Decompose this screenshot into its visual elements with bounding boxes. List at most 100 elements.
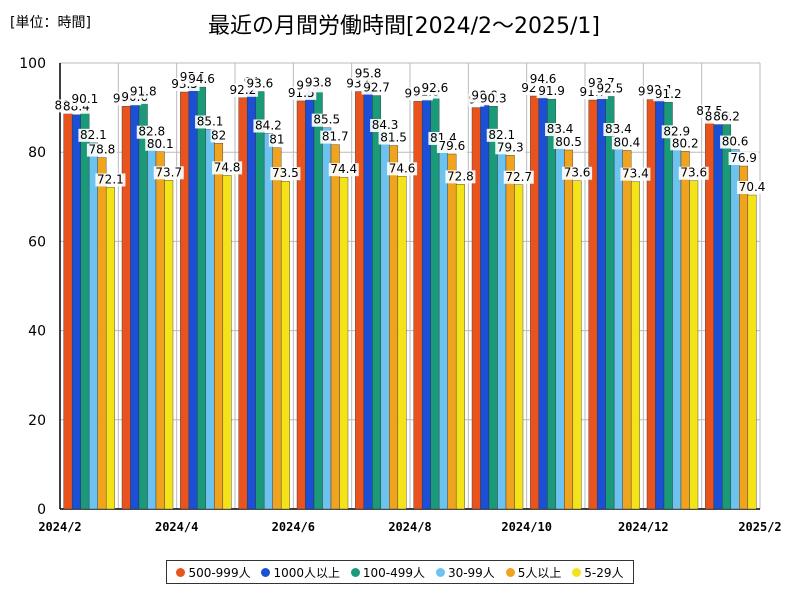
- bar: [530, 95, 540, 510]
- y-tick-label: 20: [28, 413, 46, 429]
- data-label-bg: [486, 128, 517, 142]
- data-label: 82.9: [663, 124, 690, 138]
- bar: [555, 136, 565, 510]
- data-label: 74.4: [330, 162, 357, 176]
- bar: [280, 180, 290, 510]
- data-label: 82.1: [80, 128, 107, 142]
- data-label: 73.4: [622, 167, 649, 181]
- data-label: 82.8: [138, 125, 165, 139]
- data-label: 91.9: [538, 84, 565, 98]
- data-label: 93.6: [247, 77, 274, 91]
- bar: [505, 155, 515, 510]
- data-label-bg: [378, 131, 409, 145]
- bar: [655, 98, 665, 510]
- x-tick-label: 2024/2: [38, 520, 81, 534]
- data-label: 84.2: [255, 118, 282, 132]
- legend-item: 100-499人: [350, 564, 426, 581]
- bar: [547, 98, 557, 510]
- data-label-bg: [370, 119, 401, 133]
- data-label-bg: [503, 170, 534, 184]
- legend-item: 5-29人: [572, 564, 623, 581]
- data-label: 94.6: [188, 72, 215, 86]
- bar: [722, 124, 732, 510]
- data-label-bg: [419, 82, 450, 96]
- data-label: 84.3: [372, 118, 399, 132]
- legend-label: 5人以上: [517, 565, 562, 580]
- data-label-bg: [320, 130, 351, 144]
- bar: [121, 106, 131, 510]
- data-label-bg: [720, 135, 751, 149]
- data-label-bg: [436, 139, 467, 153]
- bar: [105, 187, 115, 510]
- bar: [680, 151, 690, 510]
- bar: [613, 136, 623, 510]
- data-label-bg: [661, 125, 692, 139]
- data-label-bg: [145, 137, 176, 151]
- bar-chart: 0 20 40 60 80 100 2024/2 2024/4 2024/6 2024/8 2024…: [19, 56, 781, 534]
- data-label: 79.6: [439, 139, 466, 153]
- x-tick-label: 2024/10: [501, 520, 552, 534]
- data-label-bg: [244, 77, 275, 91]
- bar: [689, 180, 699, 510]
- data-label: 90.3: [480, 91, 507, 105]
- data-label-bg: [270, 167, 301, 181]
- data-label-bg: [95, 173, 126, 187]
- bar: [97, 157, 107, 510]
- bar: [138, 99, 148, 510]
- bar: [255, 91, 265, 510]
- data-label: 73.6: [680, 166, 707, 180]
- bar: [596, 90, 606, 510]
- data-label: 74.8: [214, 160, 241, 174]
- data-label-bg: [353, 67, 384, 81]
- y-tick-label: 80: [28, 145, 46, 161]
- data-label: 91.8: [130, 85, 157, 99]
- data-label-bg: [128, 85, 159, 99]
- y-tick-label: 100: [19, 56, 46, 72]
- data-label-bg: [86, 143, 117, 157]
- legend-item: 1000人以上: [261, 564, 340, 581]
- bar: [205, 129, 215, 510]
- legend-label: 100-499人: [362, 565, 426, 580]
- data-label: 79.3: [497, 140, 524, 154]
- bar: [622, 150, 632, 510]
- data-label: 81.5: [380, 131, 407, 145]
- bar: [630, 181, 640, 510]
- data-label: 95.8: [355, 67, 382, 81]
- data-label-bg: [387, 162, 418, 176]
- data-label-bg: [69, 93, 100, 107]
- data-label: 73.6: [564, 166, 591, 180]
- bar: [713, 124, 723, 510]
- bar: [296, 100, 306, 510]
- bar: [180, 91, 190, 510]
- data-label: 90.1: [72, 92, 99, 106]
- data-label: 85.5: [313, 113, 340, 127]
- data-label: 91.2: [655, 87, 682, 101]
- data-label-bg: [253, 119, 284, 133]
- data-label: 83.4: [547, 122, 574, 136]
- bar: [488, 106, 498, 510]
- bar: [263, 133, 273, 510]
- data-label-bg: [737, 181, 768, 195]
- data-label-bg: [562, 166, 593, 180]
- bar: [430, 95, 440, 510]
- data-label-bg: [603, 123, 634, 137]
- data-label-bg: [653, 88, 684, 102]
- x-tick-label: 2024/8: [388, 520, 431, 534]
- data-label: 70.4: [739, 180, 766, 194]
- data-label: 94.6: [530, 72, 557, 86]
- bar: [447, 153, 457, 510]
- chart-legend: 500-999人 1000人以上 100-499人 30-99人 5人以上 5-29人: [166, 560, 634, 584]
- unit-label: [単位：時間]: [10, 15, 91, 31]
- bar: [564, 149, 574, 510]
- bar: [214, 143, 224, 510]
- data-label-bg: [536, 85, 567, 99]
- legend-label: 500-999人: [188, 565, 251, 580]
- data-label-bg: [445, 170, 476, 184]
- data-label-bg: [495, 141, 526, 155]
- y-tick-label: 60: [28, 234, 46, 250]
- data-label-bg: [311, 113, 342, 127]
- bar: [538, 86, 548, 510]
- data-label: 83.4: [605, 122, 632, 136]
- x-tick-label: 2025/2: [738, 520, 781, 534]
- data-label: 92.5: [597, 81, 624, 95]
